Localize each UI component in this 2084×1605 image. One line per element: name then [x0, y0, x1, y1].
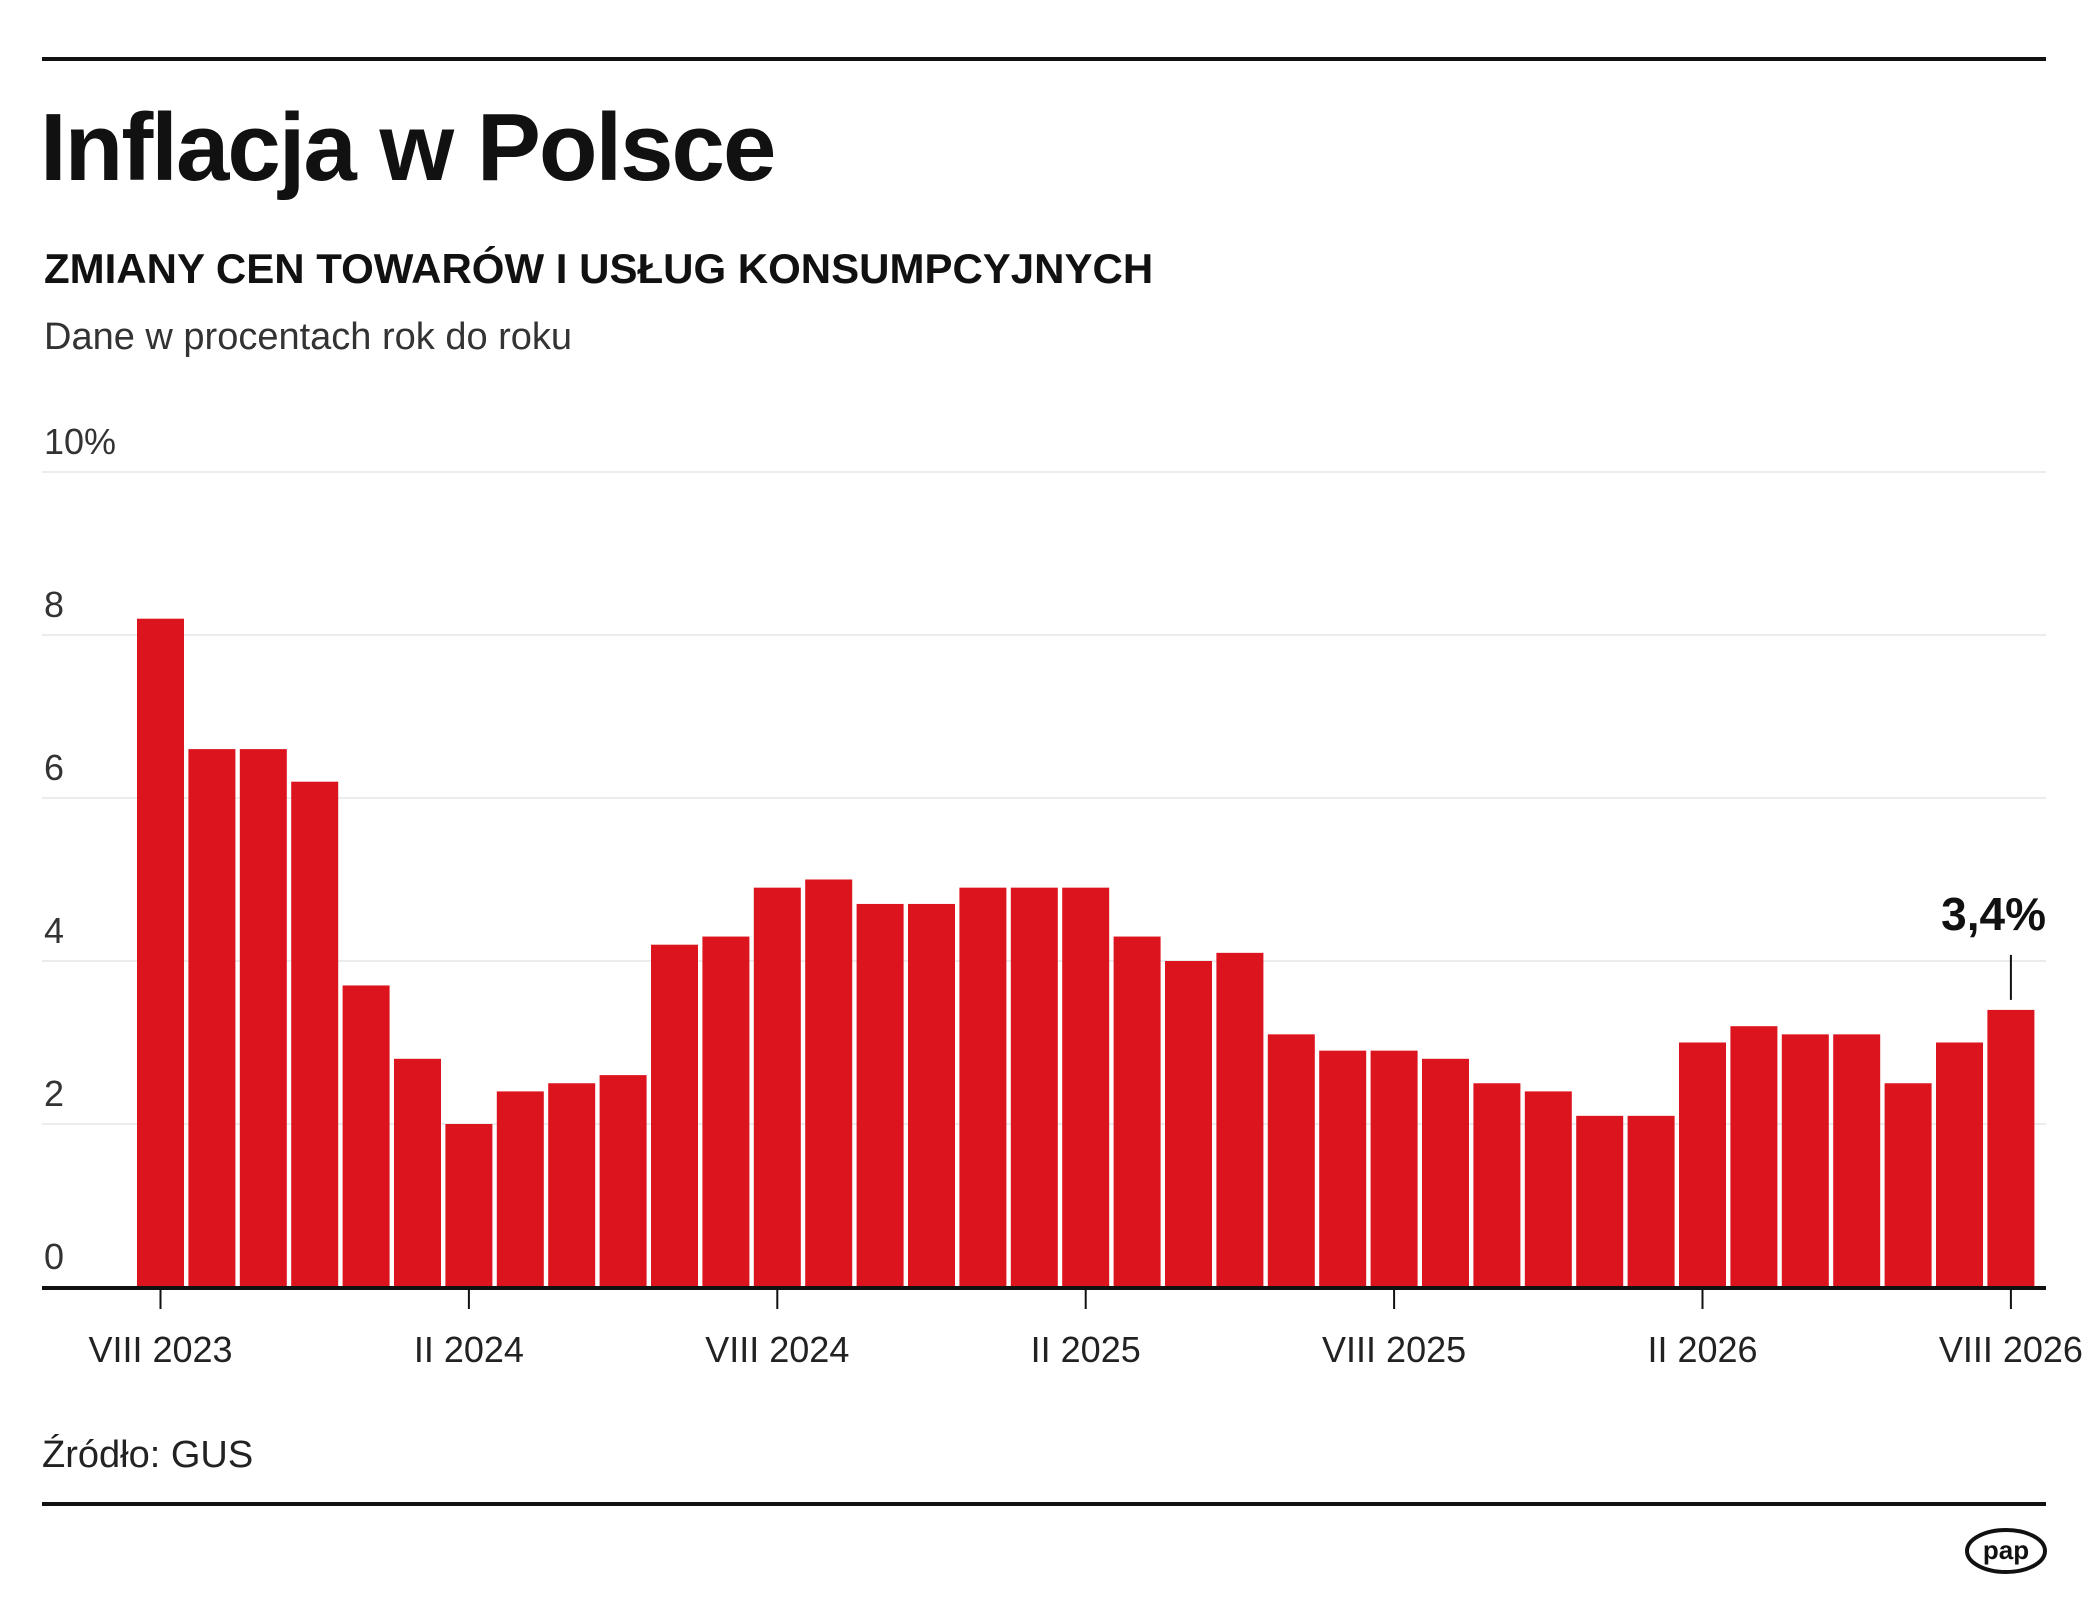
chart-title: Inflacja w Polsce [40, 94, 776, 201]
bar [291, 781, 339, 1287]
x-tick-label: VIII 2024 [705, 1329, 849, 1370]
top-rule [42, 57, 2046, 61]
y-tick-label: 2 [44, 1073, 64, 1114]
bar [959, 887, 1007, 1287]
bar [342, 985, 390, 1287]
annotation-label: 3,4% [1941, 888, 2046, 940]
bars [137, 618, 2035, 1287]
x-tick-label: VIII 2026 [1939, 1329, 2083, 1370]
bar [1679, 1042, 1726, 1287]
bar [1113, 936, 1161, 1287]
bar [1422, 1058, 1469, 1287]
bar [1936, 1042, 1983, 1287]
x-tick-label: II 2026 [1647, 1329, 1757, 1370]
bar [1987, 1009, 2035, 1287]
y-tick-label: 4 [44, 910, 64, 951]
bar [702, 936, 750, 1287]
bar [188, 749, 236, 1287]
y-tick-label: 8 [44, 584, 64, 625]
y-tick-label: 0 [44, 1236, 64, 1277]
bar [856, 903, 904, 1287]
bar [1165, 961, 1212, 1287]
svg-text:pap: pap [1983, 1535, 2029, 1565]
bar [496, 1091, 544, 1287]
bar [1781, 1034, 1829, 1287]
bar [1833, 1034, 1881, 1287]
x-tick-label: II 2024 [414, 1329, 524, 1370]
chart-subtitle: ZMIANY CEN TOWARÓW I USŁUG KONSUMPCYJNYC… [44, 245, 1154, 292]
bar [1319, 1050, 1367, 1287]
y-tick-label: 6 [44, 747, 64, 788]
bar [1267, 1034, 1315, 1287]
bar [1216, 952, 1264, 1287]
bar [137, 618, 184, 1287]
axis-labels: 0 2 4 6 8 10% VIII 2023 II 2024 VIII 2024 II 2025… [44, 421, 2083, 1370]
bar [1884, 1083, 1932, 1287]
bar [651, 944, 698, 1287]
x-tick-label: VIII 2025 [1322, 1329, 1466, 1370]
x-tick-label: VIII 2023 [88, 1329, 232, 1370]
unit-note: Dane w procentach rok do roku [44, 316, 573, 358]
bar [599, 1075, 647, 1287]
bar [394, 1058, 441, 1287]
bar [1473, 1083, 1521, 1287]
bar [1370, 1050, 1418, 1287]
bar [1062, 887, 1110, 1287]
bar [1524, 1091, 1572, 1287]
bar [753, 887, 801, 1287]
bar [1010, 887, 1058, 1287]
bar [1730, 1026, 1778, 1287]
bar [908, 903, 955, 1287]
bottom-rule [42, 1502, 2046, 1506]
bar [239, 749, 287, 1287]
pap-logo: pap [1965, 1528, 2047, 1574]
bar [1627, 1115, 1675, 1287]
x-axis [42, 1286, 2046, 1309]
source-note: Źródło: GUS [42, 1434, 254, 1476]
bar [1576, 1115, 1624, 1287]
y-tick-label: 10% [44, 421, 116, 462]
bar [445, 1124, 493, 1287]
x-tick-label: II 2025 [1031, 1329, 1141, 1370]
bar [805, 879, 853, 1287]
bar [548, 1083, 596, 1287]
bar-chart: 0 2 4 6 8 10% VIII 2023 II 2024 VIII 2024 II 2025… [42, 421, 2083, 1370]
